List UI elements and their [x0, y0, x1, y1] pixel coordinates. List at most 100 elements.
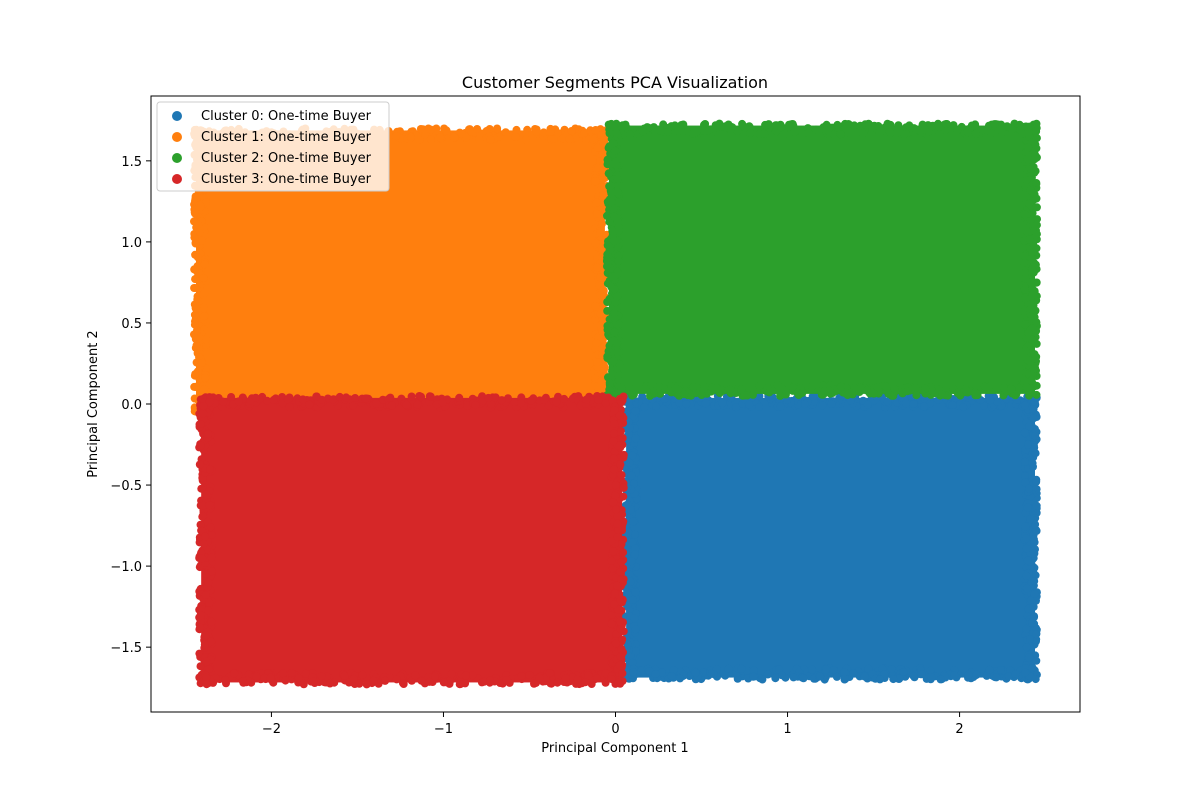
point: [207, 637, 216, 646]
point: [603, 325, 612, 334]
point: [869, 389, 878, 398]
point: [196, 611, 205, 620]
point: [619, 492, 628, 501]
point: [201, 591, 210, 599]
series-2: [602, 119, 1041, 400]
point: [1030, 350, 1039, 359]
point: [1030, 613, 1038, 622]
point: [613, 292, 622, 301]
point: [511, 132, 520, 141]
point: [611, 491, 620, 500]
point: [675, 398, 684, 407]
point: [1021, 181, 1030, 190]
point: [631, 544, 640, 553]
point: [627, 557, 636, 566]
point: [800, 400, 809, 409]
point: [468, 671, 477, 680]
point: [701, 399, 710, 408]
point: [863, 400, 872, 409]
point: [798, 129, 807, 138]
point: [596, 228, 605, 237]
point: [860, 672, 869, 681]
point: [930, 389, 939, 398]
x-tick-label: 1: [783, 722, 791, 737]
point: [561, 674, 570, 683]
point: [200, 303, 208, 312]
point: [610, 600, 619, 609]
point: [604, 169, 613, 178]
point: [200, 640, 209, 649]
point: [645, 667, 654, 675]
point: [676, 674, 684, 683]
point: [875, 675, 884, 684]
point: [501, 128, 510, 137]
point: [982, 671, 991, 680]
point: [191, 275, 200, 284]
point: [836, 130, 845, 139]
point: [504, 394, 512, 403]
point: [776, 391, 785, 400]
point: [882, 382, 891, 391]
point: [749, 666, 758, 675]
point: [609, 498, 618, 507]
point: [416, 125, 425, 133]
point: [755, 392, 764, 401]
point: [616, 617, 624, 626]
point: [917, 670, 926, 679]
point: [620, 122, 629, 131]
point: [609, 437, 618, 446]
point: [199, 501, 208, 510]
point: [610, 328, 619, 337]
point: [205, 665, 214, 674]
point: [972, 671, 981, 680]
point: [312, 392, 321, 401]
point: [1016, 126, 1025, 135]
point: [630, 550, 639, 559]
point: [294, 674, 303, 683]
point: [1029, 364, 1038, 373]
point: [560, 394, 569, 403]
point: [614, 678, 622, 687]
point: [191, 265, 199, 274]
point: [987, 129, 996, 138]
point: [431, 672, 439, 681]
point: [700, 382, 709, 391]
point: [285, 402, 294, 411]
point: [726, 385, 735, 394]
point: [640, 384, 649, 393]
point: [546, 127, 555, 136]
point: [623, 500, 632, 509]
point: [895, 674, 904, 683]
point: [1020, 457, 1029, 466]
point: [619, 548, 628, 557]
point: [864, 664, 873, 673]
point: [461, 671, 470, 680]
point: [657, 668, 666, 677]
point: [605, 217, 614, 226]
point: [808, 382, 817, 391]
point: [612, 129, 621, 138]
point: [825, 386, 834, 395]
point: [936, 675, 945, 684]
point: [582, 395, 591, 404]
point: [926, 123, 935, 132]
point: [426, 392, 435, 401]
point: [616, 597, 625, 606]
point: [329, 395, 338, 404]
point: [355, 679, 364, 688]
point: [789, 673, 798, 682]
point: [205, 398, 214, 407]
point: [606, 182, 615, 191]
legend-label: Cluster 1: One-time Buyer: [201, 130, 372, 145]
point: [1030, 577, 1039, 586]
point: [613, 519, 622, 528]
point: [1020, 252, 1029, 261]
point: [1022, 624, 1031, 633]
point: [436, 133, 445, 142]
point: [593, 209, 601, 218]
point: [746, 129, 755, 137]
point: [1023, 383, 1031, 392]
point: [601, 678, 610, 687]
point: [1028, 664, 1037, 672]
point: [964, 670, 973, 679]
